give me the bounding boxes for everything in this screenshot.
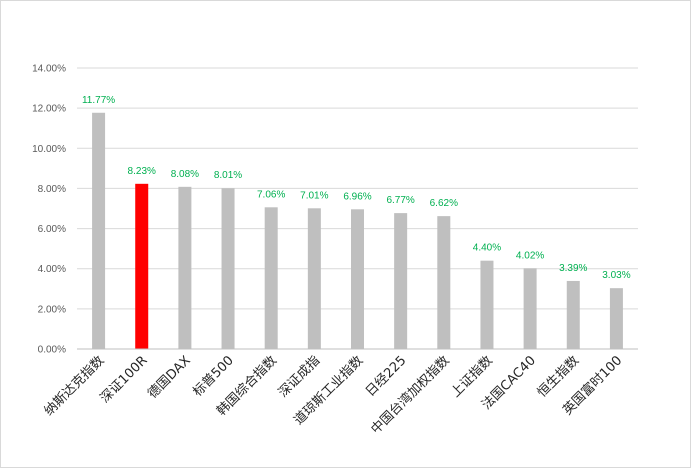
bar — [351, 209, 364, 349]
data-label: 6.77% — [386, 195, 414, 206]
y-axis-tick-labels: 0.00% 2.00% 4.00% 6.00% 8.00% 10.00% 12.00% 14.… — [32, 64, 66, 356]
data-label: 7.06% — [257, 189, 285, 200]
bars — [92, 112, 623, 350]
y-tick-label: 6.00% — [38, 224, 66, 235]
data-label: 7.01% — [300, 190, 328, 201]
x-category-label: 深证100R — [98, 353, 151, 406]
bar — [394, 213, 408, 349]
gridlines — [77, 67, 638, 310]
y-tick-label: 12.00% — [32, 104, 66, 115]
x-category-label: 中国台湾加权指数 — [368, 353, 453, 438]
data-label: 4.40% — [473, 243, 501, 254]
bar — [609, 288, 623, 349]
data-label: 11.77% — [82, 95, 115, 106]
y-tick-label: 14.00% — [32, 64, 66, 75]
data-label: 4.02% — [516, 250, 544, 261]
x-category-label: 德国DAX — [145, 353, 194, 402]
bar — [307, 208, 321, 349]
data-label: 6.96% — [343, 191, 371, 202]
data-labels: 11.77% 8.23% 8.08% 8.01% 7.06% 7.01% 6.96% 6.77… — [82, 95, 631, 281]
data-label: 3.03% — [602, 270, 630, 281]
y-tick-label: 4.00% — [38, 264, 66, 275]
data-label: 8.01% — [214, 170, 242, 181]
bar — [92, 112, 106, 350]
data-label: 3.39% — [559, 263, 587, 274]
bar — [480, 260, 494, 349]
y-tick-label: 0.00% — [38, 345, 66, 356]
bar — [178, 186, 192, 349]
x-axis-category-labels: 纳斯达克指数深证100R德国DAX标普500韩国综合指数深证成指道琼斯工业指数日… — [42, 353, 626, 438]
bar — [135, 183, 149, 349]
bar — [437, 216, 451, 349]
bar — [566, 280, 580, 349]
y-tick-label: 2.00% — [38, 304, 66, 315]
data-label: 8.08% — [171, 169, 199, 180]
y-tick-label: 8.00% — [38, 184, 66, 195]
data-label: 8.23% — [128, 166, 156, 177]
x-category-label: 纳斯达克指数 — [42, 353, 108, 419]
bar — [523, 268, 537, 349]
bar — [221, 188, 235, 349]
bar — [264, 207, 278, 349]
data-label: 6.62% — [430, 198, 458, 209]
y-tick-label: 10.00% — [32, 144, 66, 155]
